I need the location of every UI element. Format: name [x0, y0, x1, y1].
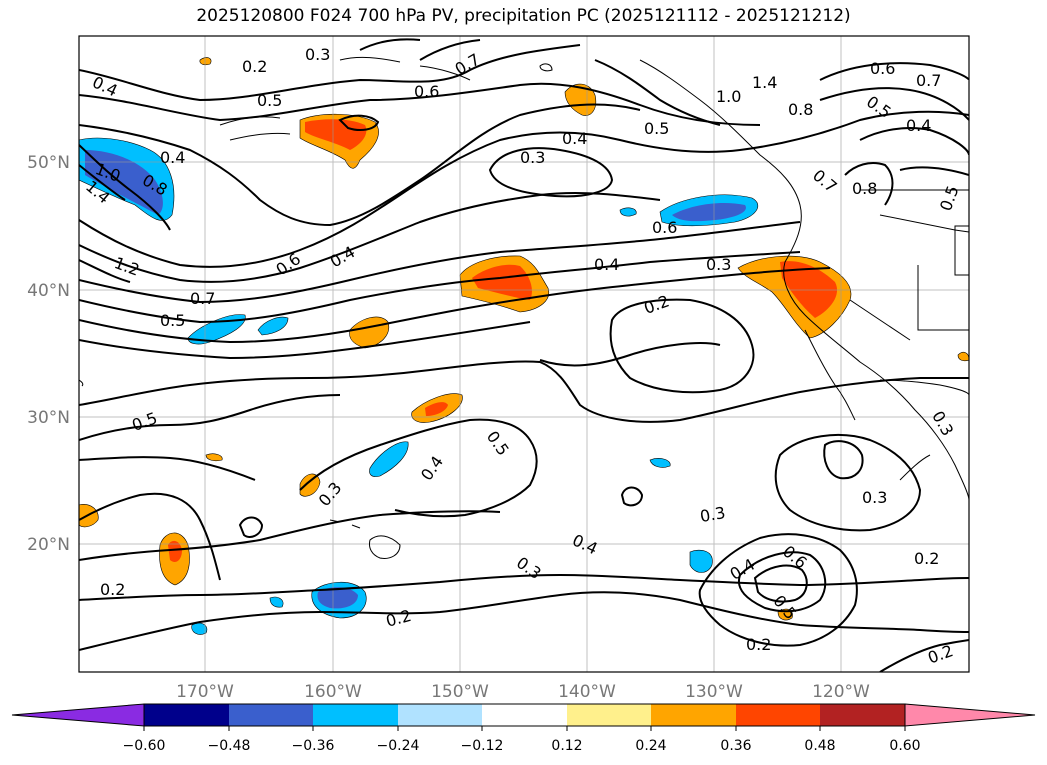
colorbar-tick: −0.24 [377, 738, 420, 754]
lat-tick-labels: 50°N 40°N 30°N 20°N [27, 153, 70, 555]
lon-tick-labels: 170°W 160°W 150°W 140°W 130°W 120°W [176, 682, 870, 702]
colorbar-tick: 0.36 [720, 738, 751, 754]
contour-label: 0.3 [698, 503, 726, 526]
precip-pos-18n-core [168, 540, 182, 562]
colorbar-segment [482, 704, 567, 726]
lon-tick: 170°W [176, 682, 234, 702]
contour-label: 0.2 [100, 580, 125, 599]
lat-tick: 20°N [27, 535, 70, 555]
colorbar-tick: 0.12 [551, 738, 582, 754]
colorbar-segment [736, 704, 820, 726]
colorbar-segment [313, 704, 398, 726]
contour-label: 0.4 [906, 116, 931, 135]
contour-label: 1.0 [716, 87, 741, 106]
colorbar-tick: 0.48 [804, 738, 835, 754]
chart-title: 2025120800 F024 700 hPa PV, precipitatio… [196, 6, 851, 26]
contour-label: 0.5 [160, 311, 185, 330]
colorbar-extend-high [904, 703, 1036, 727]
contour-label: 0.7 [916, 71, 941, 90]
pv-contours [79, 38, 969, 672]
contour-label: 0.3 [305, 45, 330, 64]
coastlines [79, 56, 969, 559]
lat-tick: 50°N [27, 153, 70, 173]
precip-pos-c-core [472, 264, 532, 300]
contour-label: 0.7 [190, 289, 215, 308]
colorbar-segment [398, 704, 482, 726]
contour-label: 0.2 [746, 635, 771, 654]
contour-label: 0.3 [520, 148, 545, 167]
lat-tick: 40°N [27, 281, 70, 301]
contour-label: 0.8 [788, 100, 813, 119]
precip-pos-nc-core [305, 119, 367, 150]
lon-tick: 120°W [812, 682, 870, 702]
contour-label: 0.3 [862, 488, 887, 507]
precip-pos-22nl [299, 473, 321, 497]
contour-label: 0.6 [652, 218, 677, 237]
precip-pos-30n-core [425, 402, 448, 416]
contour-label: 0.5 [644, 119, 669, 138]
colorbar-segment [820, 704, 905, 726]
contour-label: 0.6 [870, 59, 895, 78]
colorbar-segment [229, 704, 313, 726]
colorbar-extend-low [11, 703, 145, 727]
contour-label: 0.8 [852, 179, 877, 198]
precip-neg-wsw2 [257, 316, 289, 336]
contour-label: 1.4 [752, 73, 777, 92]
lon-tick: 160°W [304, 682, 362, 702]
colorbar: −0.60 −0.48 −0.36 −0.24 −0.12 0.12 0.24 … [11, 703, 1036, 754]
precip-neg-s2 [269, 596, 284, 608]
colorbar-tick: 0.60 [889, 738, 920, 754]
colorbar-tick: −0.60 [123, 738, 166, 754]
precip-pos-s8 [957, 351, 969, 362]
precip-neg-s4 [649, 458, 671, 468]
contour-label: 0.6 [414, 82, 439, 101]
colorbar-segment [651, 704, 736, 726]
precip-neg-15n-core [317, 587, 358, 609]
contour-label: 0.3 [706, 255, 731, 274]
colorbar-tick: 0.24 [635, 738, 666, 754]
precip-neg-me-core [672, 203, 746, 222]
contour-label: 0.2 [914, 549, 939, 568]
colorbar-tick: −0.48 [208, 738, 251, 754]
colorbar-segment [567, 704, 651, 726]
contour-label: 0.4 [160, 148, 185, 167]
precip-shading [79, 57, 969, 635]
lon-tick: 130°W [685, 682, 743, 702]
colorbar-tick: −0.36 [292, 738, 335, 754]
precip-neg-s3 [689, 549, 713, 573]
contour-label: 0.5 [257, 91, 282, 110]
lat-tick: 30°N [27, 408, 70, 428]
precip-neg-27n [369, 441, 409, 477]
contour-label: 0.4 [594, 255, 619, 274]
lon-tick: 150°W [431, 682, 489, 702]
precip-neg-s5 [619, 207, 637, 217]
contour-label: 0.2 [242, 57, 267, 76]
colorbar-tick: −0.12 [461, 738, 504, 754]
precip-pos-s7 [205, 453, 223, 462]
map-border [78, 35, 970, 673]
contour-label: 0.4 [562, 129, 587, 148]
precip-neg-west-core [85, 150, 163, 215]
lon-tick: 140°W [558, 682, 616, 702]
colorbar-segment [144, 704, 229, 726]
